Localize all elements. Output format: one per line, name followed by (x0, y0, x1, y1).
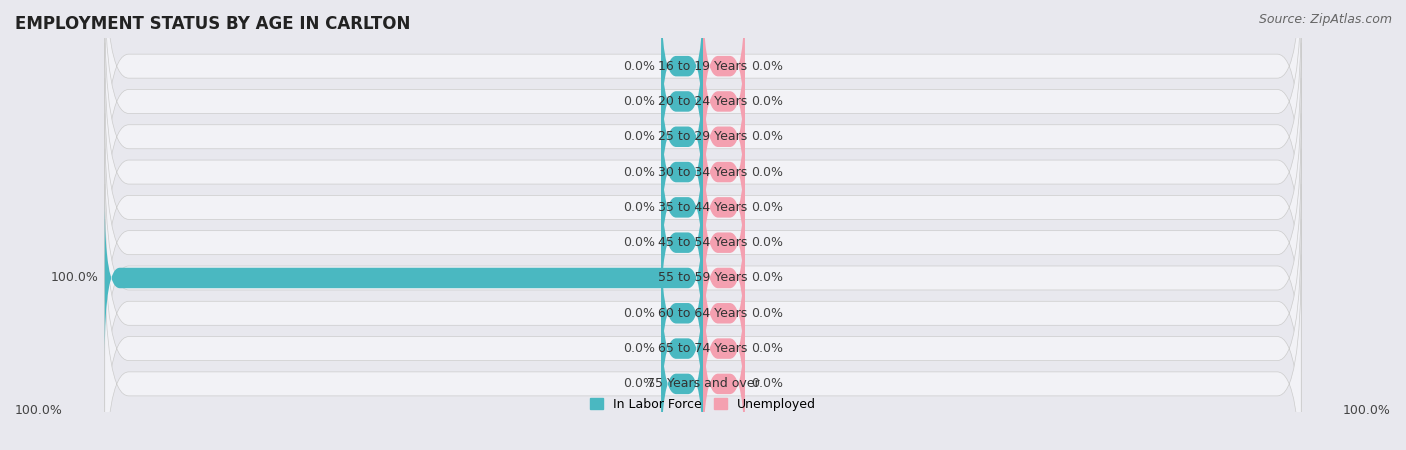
Text: 60 to 64 Years: 60 to 64 Years (658, 307, 748, 320)
FancyBboxPatch shape (104, 43, 1302, 302)
Text: 0.0%: 0.0% (751, 166, 783, 179)
Text: 0.0%: 0.0% (751, 236, 783, 249)
FancyBboxPatch shape (104, 8, 1302, 266)
FancyBboxPatch shape (703, 306, 745, 450)
FancyBboxPatch shape (104, 149, 1302, 407)
Text: 100.0%: 100.0% (51, 271, 98, 284)
Text: 0.0%: 0.0% (623, 201, 655, 214)
FancyBboxPatch shape (661, 94, 703, 250)
FancyBboxPatch shape (703, 0, 745, 144)
FancyBboxPatch shape (661, 235, 703, 392)
FancyBboxPatch shape (661, 165, 703, 321)
Text: 0.0%: 0.0% (623, 60, 655, 72)
Text: 75 Years and over: 75 Years and over (647, 378, 759, 391)
FancyBboxPatch shape (703, 129, 745, 285)
Text: 25 to 29 Years: 25 to 29 Years (658, 130, 748, 143)
FancyBboxPatch shape (661, 0, 703, 144)
FancyBboxPatch shape (104, 0, 1302, 231)
Text: 16 to 19 Years: 16 to 19 Years (658, 60, 748, 72)
Text: 45 to 54 Years: 45 to 54 Years (658, 236, 748, 249)
FancyBboxPatch shape (703, 270, 745, 427)
Text: EMPLOYMENT STATUS BY AGE IN CARLTON: EMPLOYMENT STATUS BY AGE IN CARLTON (15, 14, 411, 32)
FancyBboxPatch shape (661, 129, 703, 285)
Text: 55 to 59 Years: 55 to 59 Years (658, 271, 748, 284)
FancyBboxPatch shape (104, 0, 1302, 195)
FancyBboxPatch shape (703, 94, 745, 250)
FancyBboxPatch shape (661, 270, 703, 427)
FancyBboxPatch shape (104, 219, 1302, 450)
Text: 0.0%: 0.0% (623, 378, 655, 391)
Text: 0.0%: 0.0% (623, 166, 655, 179)
FancyBboxPatch shape (703, 59, 745, 215)
Text: 0.0%: 0.0% (751, 342, 783, 355)
Text: 35 to 44 Years: 35 to 44 Years (658, 201, 748, 214)
Legend: In Labor Force, Unemployed: In Labor Force, Unemployed (585, 393, 821, 416)
Text: 30 to 34 Years: 30 to 34 Years (658, 166, 748, 179)
FancyBboxPatch shape (104, 78, 1302, 337)
FancyBboxPatch shape (104, 113, 1302, 372)
Text: 0.0%: 0.0% (751, 307, 783, 320)
FancyBboxPatch shape (703, 200, 745, 356)
FancyBboxPatch shape (104, 200, 703, 356)
FancyBboxPatch shape (703, 235, 745, 392)
Text: 100.0%: 100.0% (15, 404, 63, 417)
Text: 0.0%: 0.0% (751, 271, 783, 284)
FancyBboxPatch shape (661, 23, 703, 180)
FancyBboxPatch shape (661, 59, 703, 215)
Text: 0.0%: 0.0% (751, 60, 783, 72)
Text: 0.0%: 0.0% (623, 130, 655, 143)
Text: 0.0%: 0.0% (751, 378, 783, 391)
Text: Source: ZipAtlas.com: Source: ZipAtlas.com (1258, 14, 1392, 27)
FancyBboxPatch shape (703, 165, 745, 321)
Text: 0.0%: 0.0% (623, 342, 655, 355)
Text: 0.0%: 0.0% (623, 236, 655, 249)
Text: 0.0%: 0.0% (623, 95, 655, 108)
FancyBboxPatch shape (661, 306, 703, 450)
Text: 100.0%: 100.0% (1343, 404, 1391, 417)
Text: 0.0%: 0.0% (751, 201, 783, 214)
FancyBboxPatch shape (104, 184, 1302, 442)
Text: 20 to 24 Years: 20 to 24 Years (658, 95, 748, 108)
FancyBboxPatch shape (104, 255, 1302, 450)
FancyBboxPatch shape (703, 23, 745, 180)
Text: 65 to 74 Years: 65 to 74 Years (658, 342, 748, 355)
Text: 0.0%: 0.0% (623, 307, 655, 320)
Text: 0.0%: 0.0% (751, 95, 783, 108)
Text: 0.0%: 0.0% (751, 130, 783, 143)
